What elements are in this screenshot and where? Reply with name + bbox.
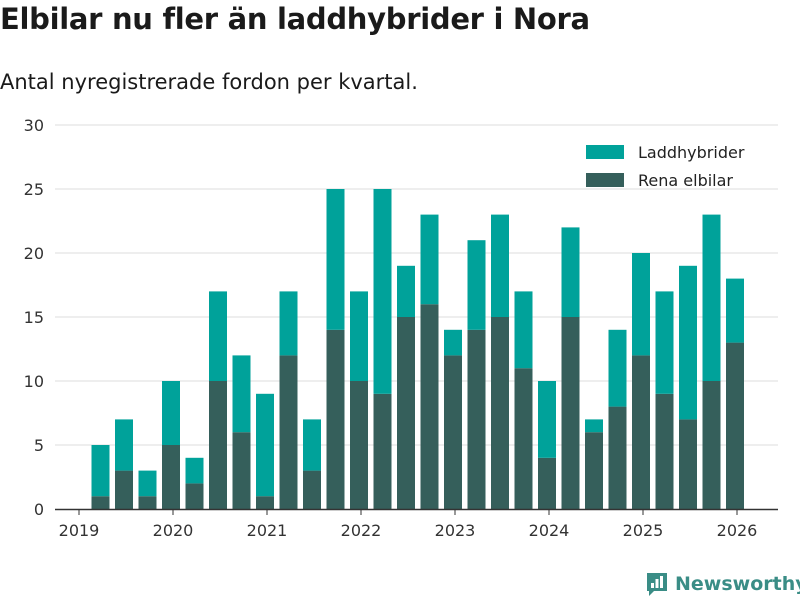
x-tick-label: 2019 <box>59 521 100 540</box>
bar-electric <box>91 496 110 509</box>
bar-electric <box>702 381 721 509</box>
bar-electric <box>397 317 415 509</box>
bar-hybrid <box>561 227 580 317</box>
bar-hybrid <box>91 445 110 497</box>
bar-electric <box>585 432 603 509</box>
bar-electric <box>538 457 556 509</box>
legend-swatch <box>586 173 624 187</box>
bar-electric <box>256 496 274 509</box>
bar-hybrid <box>256 393 274 497</box>
y-tick-label: 5 <box>34 436 44 455</box>
chart-subtitle: Antal nyregistrerade fordon per kvartal. <box>0 70 418 94</box>
bar-hybrid <box>279 291 298 356</box>
bar-hybrid <box>373 189 392 394</box>
bar-hybrid <box>655 291 674 394</box>
bar-electric <box>491 317 509 509</box>
bar-electric <box>655 393 674 509</box>
bar-hybrid <box>491 214 509 317</box>
x-tick-label: 2026 <box>717 521 758 540</box>
bar-hybrid <box>232 355 251 433</box>
y-tick-label: 20 <box>24 244 44 263</box>
bar-hybrid <box>679 265 697 420</box>
legend-label: Rena elbilar <box>638 171 733 190</box>
bar-electric <box>162 445 180 509</box>
y-tick-label: 0 <box>34 500 44 519</box>
legend: Laddhybrider Rena elbilar <box>586 143 745 190</box>
bar-hybrid <box>209 291 227 381</box>
x-tick-label: 2021 <box>247 521 288 540</box>
bar-electric <box>444 355 462 509</box>
bar-hybrid <box>608 329 627 407</box>
chart-title: Elbilar nu fler än laddhybrider i Nora <box>0 2 590 36</box>
bar-hybrid <box>702 214 721 381</box>
bars <box>91 189 744 509</box>
bar-electric <box>514 368 533 509</box>
x-tick-label: 2020 <box>153 521 194 540</box>
bar-hybrid <box>632 253 650 356</box>
bar-hybrid <box>350 291 368 381</box>
bar-hybrid <box>138 470 157 497</box>
x-axis-labels: 2019 2020 2021 2022 2023 2024 2025 2026 <box>59 509 758 540</box>
bar-electric <box>209 381 227 509</box>
bar-electric <box>279 355 298 509</box>
y-tick-label: 25 <box>24 180 44 199</box>
bar-electric <box>726 342 744 509</box>
bar-electric <box>679 419 697 509</box>
bar-electric <box>326 329 345 509</box>
x-tick-label: 2025 <box>623 521 664 540</box>
bar-electric <box>373 393 392 509</box>
x-tick-label: 2024 <box>529 521 570 540</box>
bar-electric <box>185 483 204 509</box>
legend-swatch <box>586 145 624 159</box>
bar-hybrid <box>514 291 533 369</box>
y-tick-label: 30 <box>24 116 44 135</box>
bar-hybrid <box>585 419 603 433</box>
bar-electric <box>138 496 157 509</box>
bar-electric <box>115 470 133 509</box>
bar-hybrid <box>162 381 180 445</box>
bar-electric <box>561 317 580 509</box>
bar-hybrid <box>115 419 133 471</box>
bar-electric <box>608 406 627 509</box>
bar-hybrid <box>726 278 744 343</box>
bar-electric <box>303 470 321 509</box>
legend-label: Laddhybrider <box>638 143 745 162</box>
bar-hybrid <box>303 419 321 471</box>
bar-electric <box>420 304 439 509</box>
bar-hybrid <box>326 189 345 330</box>
y-tick-label: 10 <box>24 372 44 391</box>
bar-hybrid <box>185 457 204 484</box>
bar-hybrid <box>397 265 415 317</box>
bar-electric <box>350 381 368 509</box>
x-tick-label: 2022 <box>341 521 382 540</box>
brand-name: Newsworthy <box>675 573 800 595</box>
bar-hybrid <box>420 214 439 305</box>
bar-hybrid <box>467 240 486 330</box>
y-axis-labels: 0 5 10 15 20 25 30 <box>24 116 44 519</box>
bar-electric <box>232 432 251 509</box>
y-tick-label: 15 <box>24 308 44 327</box>
x-tick-label: 2023 <box>435 521 476 540</box>
newsworthy-icon <box>647 573 667 596</box>
bar-hybrid <box>538 381 556 458</box>
bar-electric <box>632 355 650 509</box>
brand-logo: Newsworthy <box>645 568 800 600</box>
bar-electric <box>467 329 486 509</box>
bar-hybrid <box>444 329 462 356</box>
